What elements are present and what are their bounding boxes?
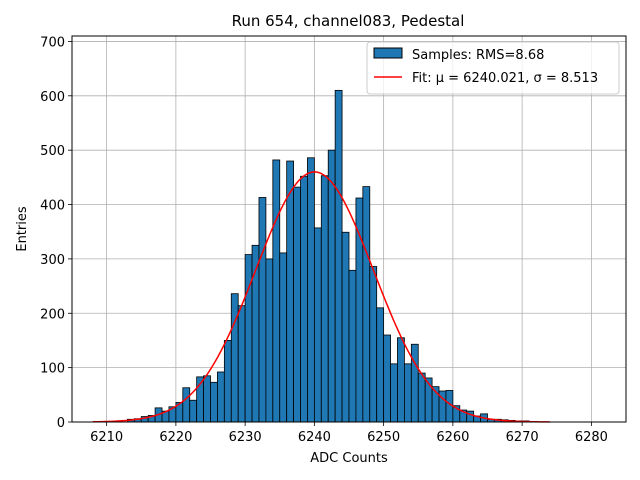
legend: Samples: RMS=8.68 Fit: μ = 6240.021, σ =… — [366, 41, 620, 95]
x-tick-label: 6250 — [367, 430, 400, 445]
histogram-bar — [383, 334, 391, 423]
x-axis-label: ADC Counts — [310, 451, 388, 466]
histogram-bar — [313, 227, 322, 423]
grid-lines — [72, 36, 626, 423]
y-tick-label: 200 — [40, 307, 65, 322]
histogram-bar — [320, 175, 329, 423]
histogram-bar — [417, 372, 426, 423]
histogram-bars — [127, 89, 530, 423]
histogram-bar — [390, 363, 398, 423]
x-tick-label: 6260 — [436, 430, 469, 445]
y-axis-ticks: 0 100 200 300 400 500 600 700 — [40, 35, 72, 431]
x-tick-label: 6220 — [159, 430, 192, 445]
histogram-bar — [397, 337, 405, 423]
y-tick-label: 600 — [40, 90, 65, 105]
x-tick-label: 6230 — [229, 430, 262, 445]
histogram-bar — [265, 258, 274, 423]
y-tick-label: 400 — [40, 199, 65, 214]
y-tick-label: 100 — [40, 362, 65, 377]
x-tick-label: 6240 — [298, 430, 331, 445]
histogram-bar — [286, 160, 294, 423]
y-tick-label: 700 — [40, 35, 65, 50]
x-tick-label: 6270 — [506, 430, 539, 445]
y-tick-label: 0 — [57, 416, 65, 431]
y-axis-label: Entries — [15, 206, 30, 252]
histogram-bar — [217, 371, 225, 423]
histogram-bar — [362, 186, 371, 423]
histogram-bar — [189, 399, 198, 423]
histogram-bar — [348, 269, 357, 423]
histogram-bar — [203, 375, 211, 423]
histogram-bar — [300, 175, 308, 423]
histogram-bar — [223, 340, 232, 423]
y-tick-label: 300 — [40, 253, 65, 268]
histogram-bar — [272, 159, 281, 423]
histogram-bar — [355, 197, 364, 423]
histogram-bar — [258, 197, 267, 423]
legend-histogram-swatch — [373, 47, 403, 59]
fit-curve — [92, 171, 550, 423]
histogram-bar — [369, 266, 378, 423]
histogram-bar — [210, 381, 218, 423]
legend-box — [366, 41, 620, 95]
histogram-bar — [410, 343, 419, 423]
histogram-bar — [376, 307, 385, 423]
histogram-bar — [244, 254, 253, 423]
histogram-bar — [293, 186, 301, 423]
histogram-bar — [279, 252, 288, 423]
legend-histogram-label: Samples: RMS=8.68 — [412, 48, 544, 63]
histogram-bar — [334, 89, 343, 423]
x-tick-label: 6210 — [90, 430, 123, 445]
x-tick-label: 6280 — [575, 430, 608, 445]
y-tick-label: 500 — [40, 144, 65, 159]
histogram-bar — [327, 149, 336, 423]
histogram-bar — [182, 387, 191, 423]
histogram-bar — [237, 305, 246, 423]
histogram-bar — [403, 363, 412, 423]
legend-fit-label: Fit: μ = 6240.021, σ = 8.513 — [412, 71, 598, 86]
histogram-bar — [341, 231, 350, 423]
chart-title: Run 654, channel083, Pedestal — [232, 12, 465, 30]
axes-frame — [71, 35, 627, 423]
histogram-bar — [230, 293, 239, 423]
x-axis-ticks: 6210 6220 6230 6240 6250 6260 6270 6280 — [90, 422, 608, 445]
histogram-bar — [307, 157, 315, 423]
